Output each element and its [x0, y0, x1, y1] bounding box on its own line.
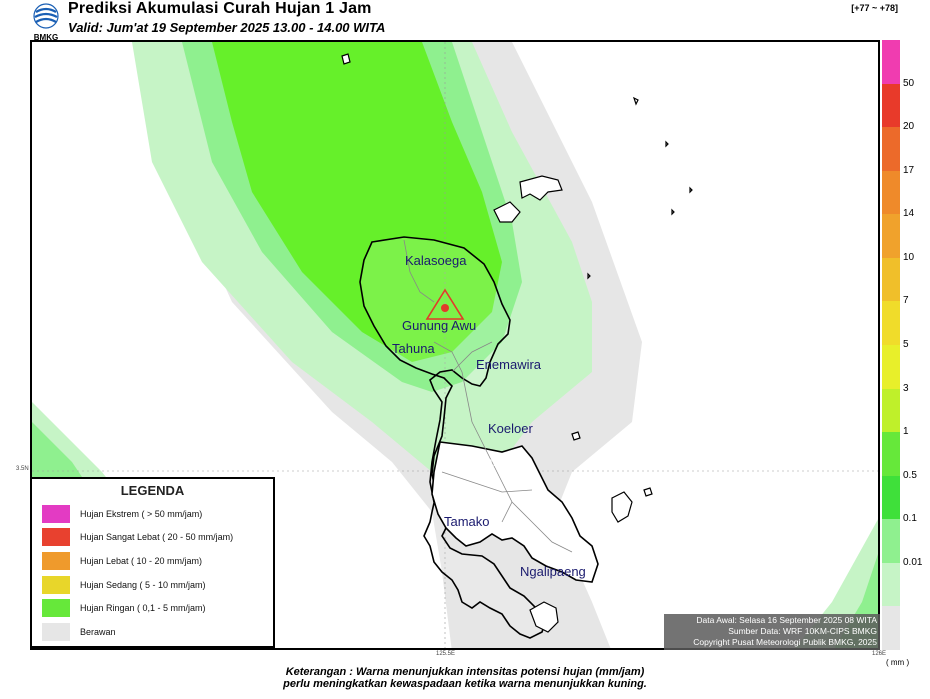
place-gunung-awu: Gunung Awu: [402, 318, 476, 333]
bmkg-logo-text: BMKG: [34, 33, 58, 42]
island: [665, 140, 669, 148]
sangihe-south: [431, 441, 599, 583]
legend-swatch: [42, 552, 70, 570]
colorbar-label: 50: [903, 77, 915, 89]
legend-label: Hujan Lebat ( 10 - 20 mm/jam): [80, 556, 203, 566]
island: [519, 175, 563, 201]
valid-period: Valid: Jum'at 19 September 2025 13.00 - …: [68, 20, 386, 35]
bmkg-logo: BMKG: [33, 3, 59, 42]
island: [341, 53, 351, 65]
place-koeloer: Koeloer: [488, 421, 533, 436]
info-copyright: Copyright Pusat Meteorologi Publik BMKG,…: [693, 637, 877, 647]
island: [689, 186, 693, 194]
legend-title: LEGENDA: [120, 483, 185, 498]
district-boundary: [403, 239, 435, 303]
colorbar-unit: ( mm ): [886, 658, 910, 667]
colorbar-segment: [882, 345, 900, 390]
legend-label: Hujan Sangat Lebat ( 20 - 50 mm/jam): [80, 532, 234, 542]
colorbar-segment: [882, 170, 900, 215]
place-pulau-sangih: Pulau Sangih: [440, 454, 517, 469]
colorbar-label: 17: [903, 164, 915, 176]
colorbar-label: 7: [903, 295, 909, 307]
island: [643, 487, 653, 497]
colorbar-segment: [882, 432, 900, 477]
legend-swatch: [42, 623, 70, 641]
lat-label: 3.5N: [16, 466, 29, 472]
colorbar-label: 14: [903, 208, 915, 220]
colorbar-segment: [882, 475, 900, 520]
legend-swatch: [42, 599, 70, 617]
island: [611, 491, 633, 523]
colorbar-segment: [882, 519, 900, 564]
footer-note-2: perlu meningkatkan kewaspadaan ketika wa…: [283, 678, 647, 690]
lon-label-2: 126E: [872, 651, 887, 657]
info-data-source: Sumber Data: WRF 10KM-CIPS BMKG: [728, 626, 877, 636]
place-tamako: Tamako: [444, 514, 490, 529]
district-boundary: [471, 421, 513, 523]
island: [571, 431, 581, 441]
island: [671, 208, 675, 216]
legend-item: Hujan Ekstrem ( > 50 mm/jam): [42, 505, 202, 523]
footer-note-1: Keterangan : Warna menunjukkan intensita…: [285, 666, 645, 678]
colorbar-label: 3: [903, 382, 909, 394]
island: [493, 201, 521, 223]
place-enemawira: Enemawira: [476, 357, 542, 372]
data-info-box: Data Awal: Selasa 16 September 2025 08 W…: [664, 614, 880, 650]
colorbar-label: 20: [903, 121, 915, 133]
legend-swatch: [42, 505, 70, 523]
legend-panel: LEGENDA Hujan Ekstrem ( > 50 mm/jam) Huj…: [30, 477, 275, 648]
legend-item: Hujan Ringan ( 0,1 - 5 mm/jam): [42, 599, 206, 617]
legend-label: Hujan Ringan ( 0,1 - 5 mm/jam): [80, 603, 206, 613]
colorbar-segment: [882, 214, 900, 259]
colorbar-segment: [882, 83, 900, 128]
rain-bright-area: [212, 42, 502, 362]
legend-swatch: [42, 528, 70, 546]
colorbar-label: 10: [903, 251, 915, 263]
legend-item: Berawan: [42, 623, 116, 641]
colorbar-label: 0.01: [903, 556, 923, 568]
colorbar-label: 5: [903, 339, 909, 350]
colorbar-segment: [882, 257, 900, 302]
island: [632, 96, 639, 106]
legend-item: Hujan Sangat Lebat ( 20 - 50 mm/jam): [42, 528, 233, 546]
page-title: Prediksi Akumulasi Curah Hujan 1 Jam: [68, 0, 372, 17]
legend-item: Hujan Lebat ( 10 - 20 mm/jam): [42, 552, 202, 570]
place-tahuna: Tahuna: [392, 341, 435, 356]
place-kalasoega: Kalasoega: [405, 253, 467, 268]
island: [587, 272, 591, 280]
info-initial-data: Data Awal: Selasa 16 September 2025 08 W…: [696, 615, 877, 625]
legend-label: Hujan Ekstrem ( > 50 mm/jam): [80, 509, 203, 519]
district-boundary: [451, 341, 493, 373]
colorbar-segment: [882, 606, 900, 651]
place-ngalipaeng: Ngalipaeng: [520, 564, 586, 579]
legend-swatch: [42, 576, 70, 594]
colorbar-label: 0.5: [903, 469, 917, 481]
colorbar-segment: [882, 40, 900, 85]
volcano-dot: [441, 304, 449, 312]
legend-label: Hujan Sedang ( 5 - 10 mm/jam): [80, 580, 206, 590]
district-boundary: [441, 471, 533, 493]
timezone-note: [+77 ~ +78]: [851, 3, 898, 13]
district-boundary: [433, 341, 473, 423]
colorbar-segment: [882, 127, 900, 172]
colorbar-segment: [882, 301, 900, 346]
lon-label-1: 125.5E: [436, 651, 456, 657]
colorbar: [882, 40, 900, 651]
district-boundary: [511, 501, 573, 553]
legend-label: Berawan: [80, 627, 116, 637]
legend-item: Hujan Sedang ( 5 - 10 mm/jam): [42, 576, 206, 594]
colorbar-label: 0.1: [903, 513, 917, 525]
colorbar-segment: [882, 562, 900, 607]
island: [529, 601, 559, 633]
colorbar-segment: [882, 388, 900, 433]
volcano-icon: [425, 288, 465, 320]
colorbar-label: 1: [903, 426, 909, 438]
